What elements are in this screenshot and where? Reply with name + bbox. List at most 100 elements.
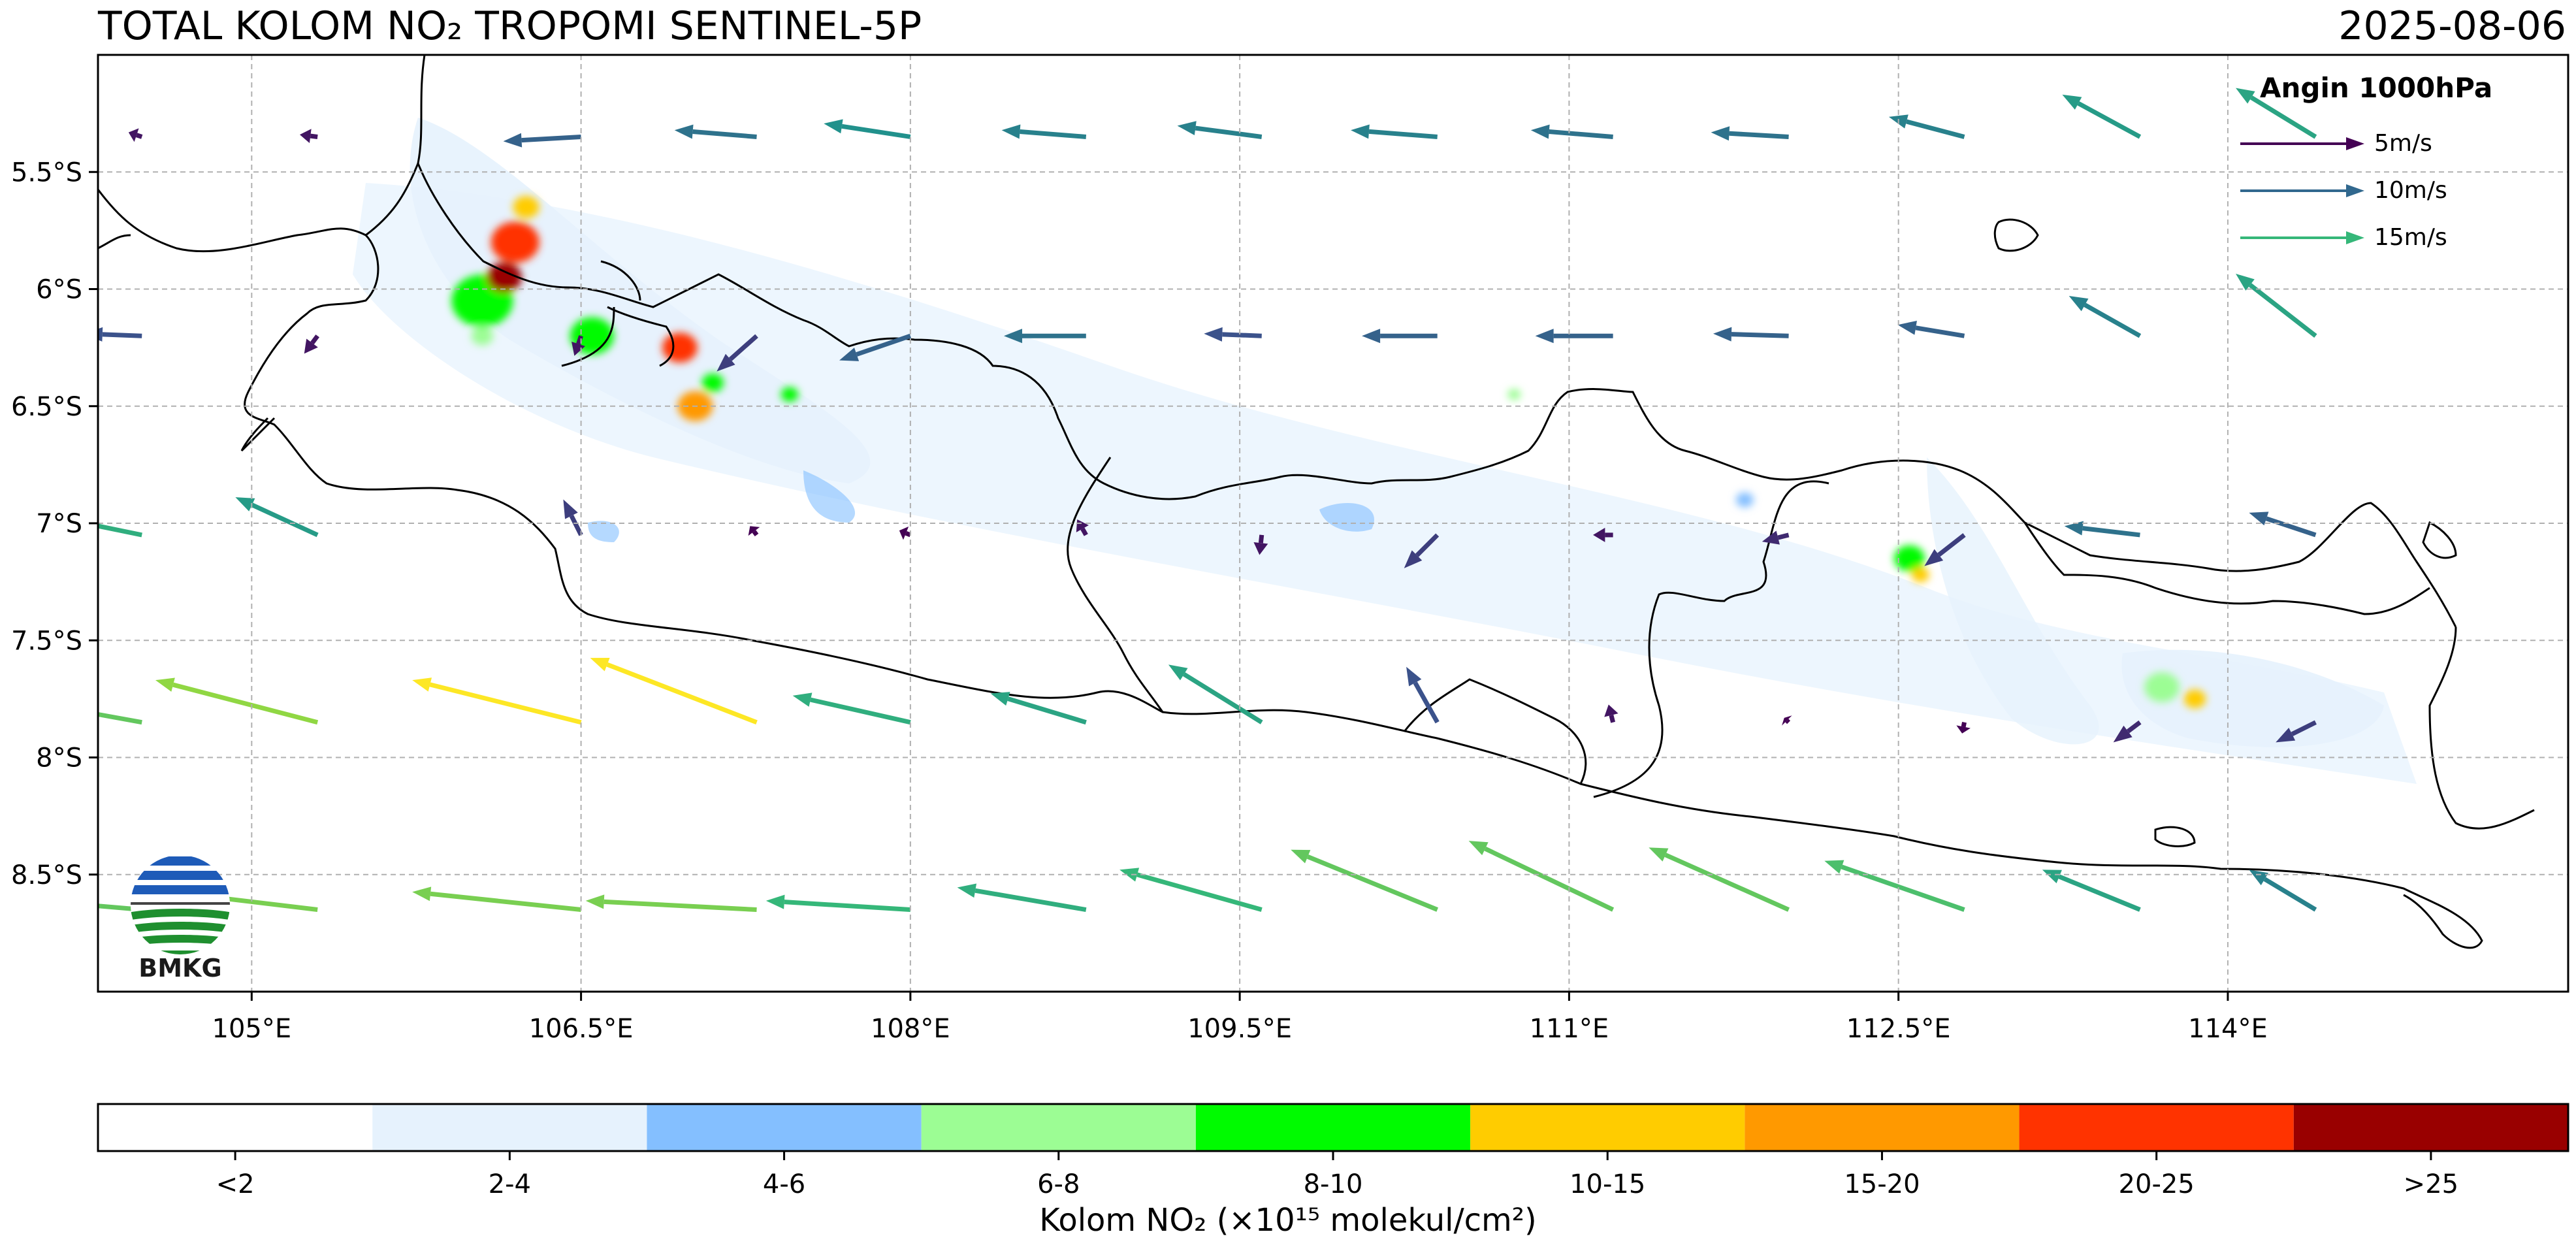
wind-arrow [412,677,582,725]
no2-hotspot [2144,672,2180,702]
no2-hotspot [662,333,698,363]
colorbar-tick-label: 2-4 [489,1169,531,1199]
wind-legend: Angin 1000hPa 5m/s 10m/s 15m/s [2234,72,2515,281]
wind-legend-entry: 5m/s [2234,131,2515,157]
no2-hotspot [1893,545,1925,572]
wind-arrow [1888,114,1965,139]
no2-hotspot [1911,567,1929,583]
wind-arrow [2064,521,2140,538]
wind-arrow [957,883,1087,912]
wind-arrow [1351,124,1438,139]
wind-arrow [1168,664,1263,724]
wind-arrow [412,886,581,913]
wind-arrow [98,327,142,342]
wind-arrow [1604,704,1618,723]
colorbar-swatch [1745,1104,2020,1151]
wind-arrow [2276,720,2317,743]
map-title: TOTAL KOLOM NO₂ TROPOMI SENTINEL-5P [98,3,922,49]
wind-legend-entry: 10m/s [2234,178,2515,204]
wind-arrow [590,657,758,724]
bmkg-logo [131,855,230,954]
wind-arrow [1593,527,1613,542]
lon-tick-label: 114°E [2188,1014,2268,1044]
colorbar-tick-label: 4-6 [763,1169,805,1199]
no2-hotspot [781,387,799,402]
lat-tick-label: 7°S [36,509,82,539]
colorbar-tick-label: 15-20 [1844,1169,1920,1199]
wind-legend-entry: 15m/s [2234,225,2515,251]
wind-arrow [899,526,912,540]
wind-arrow [128,128,143,142]
lat-tick-label: 8°S [36,743,82,773]
wind-arrow [1253,534,1268,555]
lon-tick-label: 106.5°E [529,1014,634,1044]
wind-arrow [1004,329,1086,344]
no2-hotspot [491,221,539,263]
wind-arrow [2113,720,2142,743]
wind-arrow [1468,841,1615,912]
lat-tick-label: 5.5°S [11,157,82,187]
wind-arrow [990,692,1087,725]
lon-tick-label: 112.5°E [1846,1014,1951,1044]
wind-arrow [299,129,318,144]
wind-arrow [839,333,911,361]
colorbar-label: Kolom NO₂ (×10¹⁵ molekul/cm²) [1039,1202,1537,1239]
wind-arrow [2042,869,2141,912]
lat-tick-label: 6.5°S [11,392,82,422]
logo-text: BMKG [138,954,222,983]
wind-arrow [1404,533,1440,568]
wind-arrow [98,523,142,538]
no2-hotspot [2183,689,2206,709]
colorbar-tick-label: 20-25 [2119,1169,2195,1199]
wind-arrow [1177,121,1263,139]
wind-arrow [1956,722,1971,734]
colorbar: <2 2-4 4-6 6-8 8-10 10-15 15-20 20-25 >25 [97,1103,2569,1199]
colorbar-swatch [2019,1104,2294,1151]
wind-arrow [2249,512,2317,538]
wind-arrow [1762,530,1790,545]
lon-tick-label: 111°E [1530,1014,1609,1044]
no2-hotspot [487,262,522,293]
lat-tick-label: 8.5°S [11,860,82,890]
wind-arrow [1291,849,1439,912]
wind-arrow [1204,327,1262,342]
colorbar-swatch [921,1104,1196,1151]
colorbar-swatch [647,1104,922,1151]
wind-arrow [765,894,911,913]
wind-arrow [1824,860,1965,912]
colorbar-tick-label: <2 [216,1169,255,1199]
no2-hotspot [513,195,539,219]
colorbar-swatch [2293,1104,2568,1151]
wind-arrow [2235,88,2317,139]
wind-arrow [304,334,319,354]
wind-arrow [748,526,760,537]
lat-tick-label: 6°S [36,275,82,305]
no2-hotspot [1735,492,1754,508]
no2-hotspot [471,326,494,346]
wind-arrow [585,894,757,913]
wind-arrow [503,133,581,148]
wind-arrow [1535,329,1613,344]
colorbar-swatch [372,1104,647,1151]
colorbar-tick-label: 10-15 [1570,1169,1645,1199]
wind-arrow [716,334,758,372]
colorbar-tick-label: 8-10 [1304,1169,1363,1199]
wind-arrow [98,711,142,725]
map-panel: 105°E 106.5°E 108°E 109.5°E 111°E 112.5°E 114°… [11,54,2569,1044]
map-date: 2025-08-06 [2338,3,2566,49]
colorbar-swatch [1470,1104,1745,1151]
wind-arrow [572,335,585,356]
wind-arrow [824,119,911,139]
wind-arrow [1406,666,1440,724]
wind-arrow [1119,868,1263,912]
wind-arrow [1530,124,1613,139]
wind-arrow [2235,274,2317,338]
no2-hotspot [1507,389,1521,400]
wind-arrow [2069,296,2142,338]
wind-arrow [1782,715,1792,726]
wind-arrow [1711,126,1789,141]
colorbar-tick-label: >25 [2404,1169,2458,1199]
wind-arrow [1649,847,1790,912]
java-coastline [98,55,2535,949]
wind-legend-title: Angin 1000hPa [2260,72,2493,104]
